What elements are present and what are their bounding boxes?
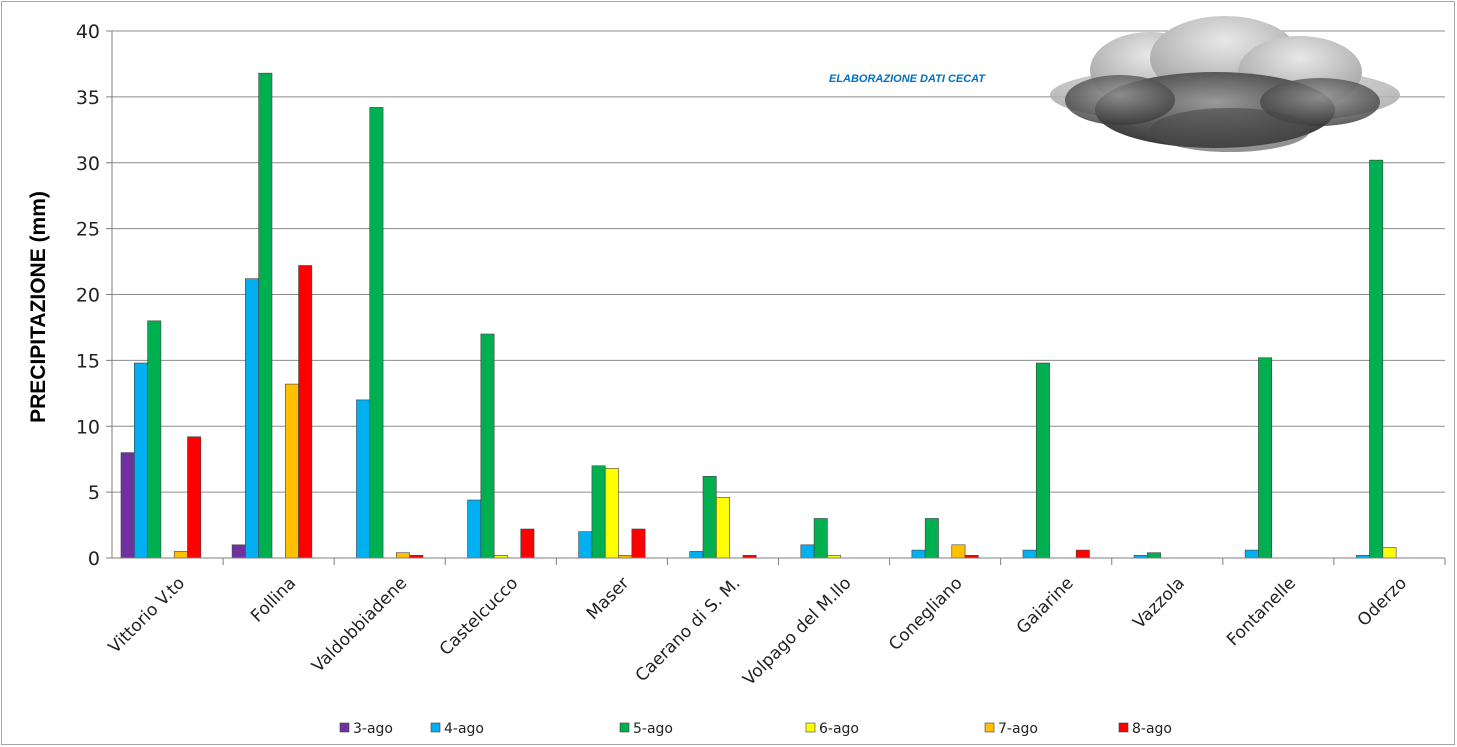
bar-6-ago-6	[716, 497, 730, 559]
bar-4-ago-8	[911, 549, 926, 559]
bar-7-ago-3	[396, 552, 410, 559]
bar-5-ago-8	[924, 518, 939, 559]
bar-7-ago-8	[951, 544, 966, 559]
bar-8-ago-5	[631, 528, 646, 559]
bar-7-ago-1	[173, 551, 188, 559]
bar-4-ago-4	[467, 499, 482, 559]
legend-swatch-4-ago	[430, 722, 441, 733]
y-tick-label: 10	[76, 416, 100, 438]
bar-5-ago-4	[480, 333, 495, 559]
bar-5-ago-10	[1147, 552, 1161, 559]
legend-swatch-5-ago	[619, 722, 630, 733]
y-tick-label: 5	[88, 482, 100, 504]
bar-8-ago-4	[520, 528, 535, 559]
bar-4-ago-5	[578, 531, 593, 559]
legend-label-3-ago: 3-ago	[353, 721, 393, 737]
bar-8-ago-9	[1075, 549, 1090, 559]
y-tick-label: 15	[76, 350, 100, 372]
y-tick-labels: 0 5 10 15 20 25 30 35 40	[76, 21, 100, 570]
cloud-image	[1050, 16, 1400, 152]
legend-label-7-ago: 7-ago	[998, 721, 1038, 737]
bar-5-ago-9	[1035, 362, 1050, 559]
legend-swatch-6-ago	[805, 722, 816, 733]
y-axis-label: PRECIPITAZIONE (mm)	[27, 191, 50, 423]
legend-swatch-8-ago	[1118, 722, 1129, 733]
bar-3-ago-1	[120, 452, 135, 559]
category-label: Maser	[583, 573, 633, 623]
category-label: Vittorio V.to	[105, 573, 189, 657]
legend-swatch-3-ago	[339, 722, 350, 733]
y-tick-label: 20	[76, 285, 100, 307]
category-label: Castelcucco	[436, 573, 522, 659]
bar-5-ago-5	[591, 465, 606, 559]
bar-5-ago-2	[258, 72, 273, 559]
bar-8-ago-2	[298, 265, 313, 559]
bar-8-ago-1	[187, 436, 202, 559]
bar-6-ago-12	[1382, 547, 1397, 559]
bar-4-ago-6	[689, 551, 704, 559]
y-tick-label: 25	[76, 219, 100, 241]
legend-swatch-7-ago	[984, 722, 995, 733]
legend-label-8-ago: 8-ago	[1132, 721, 1172, 737]
y-tick-label: 0	[88, 548, 100, 570]
category-label: Follina	[247, 573, 300, 626]
bar-4-ago-3	[356, 399, 371, 559]
bar-7-ago-2	[284, 383, 299, 559]
bar-4-ago-11	[1244, 549, 1259, 559]
legend: 3-ago 4-ago 5-ago 6-ago 7-ago 8-ago	[339, 721, 1172, 737]
category-labels: Vittorio V.to Follina Valdobbiadene Castelc…	[105, 573, 1411, 689]
bar-5-ago-12	[1369, 159, 1384, 559]
bar-4-ago-7	[800, 544, 815, 559]
y-tick-label: 35	[76, 87, 100, 109]
category-label: Conegliano	[885, 573, 967, 655]
category-label: Oderzo	[1354, 573, 1411, 630]
legend-label-6-ago: 6-ago	[819, 721, 859, 737]
x-tick-marks	[222, 558, 1446, 565]
y-tick-label: 30	[76, 153, 100, 175]
bar-3-ago-2	[231, 544, 246, 559]
category-label: Fontanelle	[1223, 573, 1300, 650]
category-label: Vazzola	[1129, 573, 1188, 632]
legend-label-4-ago: 4-ago	[444, 721, 484, 737]
bar-5-ago-11	[1258, 357, 1273, 559]
category-label: Gaiarine	[1013, 573, 1078, 638]
bar-6-ago-5	[604, 468, 619, 559]
bar-4-ago-1	[134, 362, 148, 559]
bar-5-ago-7	[813, 518, 828, 559]
bar-5-ago-3	[369, 107, 384, 559]
bars	[120, 72, 1397, 559]
category-label: Valdobbiadene	[308, 573, 411, 676]
bar-4-ago-9	[1022, 549, 1037, 559]
bar-4-ago-2	[245, 278, 259, 559]
bar-5-ago-6	[702, 476, 717, 559]
category-label: Volpago del M.llo	[739, 573, 855, 689]
y-tick-label: 40	[76, 21, 100, 43]
bar-5-ago-1	[147, 320, 162, 559]
annotation-text: ELABORAZIONE DATI CECAT	[829, 73, 986, 85]
legend-label-5-ago: 5-ago	[633, 721, 673, 737]
category-label: Caerano di S. M.	[632, 573, 745, 686]
